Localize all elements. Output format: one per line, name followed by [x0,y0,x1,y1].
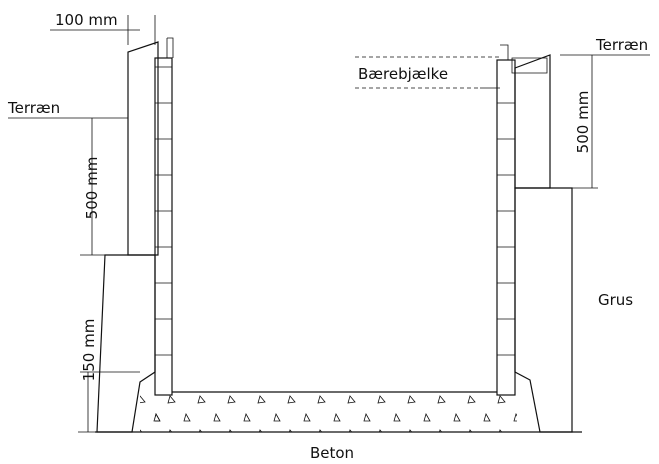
dimension-lines [8,15,650,433]
dimension-label: 500 mm [83,157,101,220]
dimension-label: 500 mm [574,91,592,154]
left-footing [140,395,160,432]
right-blocks [480,44,548,396]
structure [95,37,582,433]
ground-label: Terræn [595,36,648,54]
dimension-label: 100 mm [55,11,118,29]
concrete-slab [155,392,517,432]
gravel-label: Grus [598,291,633,309]
ground-label: Terræn [7,99,60,117]
right-wall [514,54,551,189]
concrete-label: Beton [310,444,354,462]
left-blocks [154,37,174,396]
dimension-label: 150 mm [80,319,98,382]
right-gravel [514,187,573,433]
left-wall [127,41,159,256]
beam-label: Bærebjælke [358,65,448,83]
